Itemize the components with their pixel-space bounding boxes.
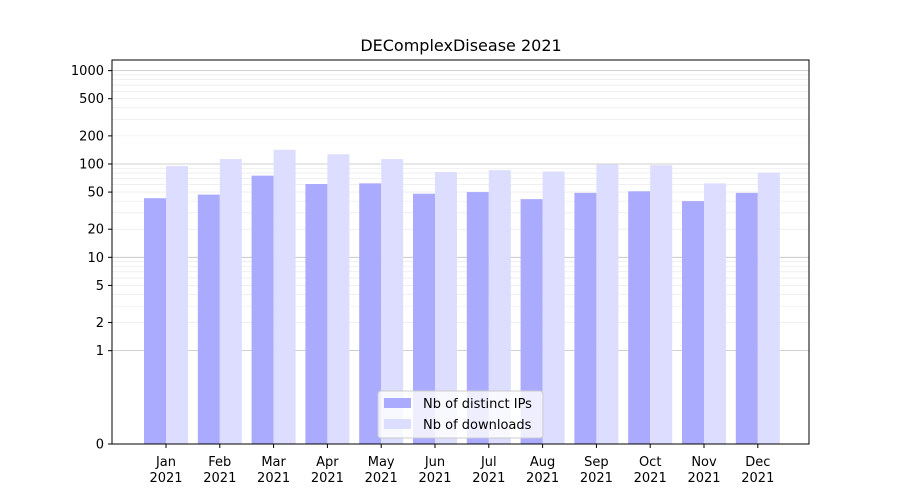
y-axis: 0 1 2 5 10 20 50 100 200 500 1000	[71, 64, 112, 453]
x-tick-label-month: Sep	[584, 455, 609, 470]
bar-downloads	[435, 172, 457, 444]
bar-downloads	[273, 149, 296, 444]
x-tick-label-year: 2021	[634, 471, 667, 486]
x-tick-label-year: 2021	[472, 471, 505, 486]
x-tick-label-month: May	[368, 455, 395, 470]
y-tick-label: 1000	[71, 64, 104, 79]
legend-label-downloads: Nb of downloads	[423, 418, 532, 433]
x-tick-label-month: Jan	[155, 455, 176, 470]
bar-distinct-ips	[682, 201, 704, 444]
bar-distinct-ips	[251, 175, 274, 444]
y-tick-label: 20	[87, 223, 104, 238]
bar-distinct-ips	[359, 183, 382, 444]
y-tick-label: 5	[96, 279, 104, 294]
y-tick-label: 0	[96, 438, 104, 453]
y-tick-label: 200	[79, 129, 104, 144]
bar-downloads	[219, 159, 242, 445]
bar-downloads	[166, 166, 188, 444]
bar-distinct-ips	[735, 192, 758, 444]
bar-downloads	[596, 164, 619, 445]
x-tick-label-month: Apr	[316, 455, 339, 470]
y-tick-label: 2	[96, 316, 104, 331]
bar-downloads	[704, 183, 726, 444]
x-axis: Jan2021Feb2021Mar2021Apr2021May2021Jun20…	[149, 444, 774, 486]
x-tick-label-year: 2021	[311, 471, 344, 486]
legend: Nb of distinct IPs Nb of downloads	[377, 390, 544, 439]
legend-swatch-distinct-ips	[384, 398, 411, 408]
bar-downloads	[488, 170, 511, 444]
x-tick-label-month: Mar	[261, 455, 286, 470]
bar-downloads	[650, 165, 673, 445]
x-tick-label-year: 2021	[149, 471, 182, 486]
x-tick-label-year: 2021	[418, 471, 451, 486]
x-tick-label-year: 2021	[257, 471, 290, 486]
bar-distinct-ips	[628, 191, 651, 444]
bar-distinct-ips	[305, 184, 328, 444]
y-tick-label: 100	[79, 157, 104, 172]
x-tick-label-month: Aug	[530, 455, 555, 470]
legend-box	[377, 390, 544, 439]
x-tick-label-year: 2021	[741, 471, 774, 486]
legend-swatch-downloads	[384, 419, 411, 429]
bar-downloads	[327, 154, 350, 445]
x-tick-label-month: Jun	[424, 455, 445, 470]
bar-downloads	[542, 171, 565, 445]
x-tick-label-month: Feb	[208, 455, 231, 470]
x-tick-label-year: 2021	[580, 471, 613, 486]
x-tick-label-year: 2021	[203, 471, 236, 486]
x-tick-label-year: 2021	[365, 471, 398, 486]
bar-downloads	[381, 159, 404, 445]
bar-distinct-ips	[413, 193, 435, 444]
bar-distinct-ips	[574, 192, 597, 444]
bar-distinct-ips	[197, 194, 220, 444]
x-tick-label-month: Dec	[745, 455, 770, 470]
bar-distinct-ips	[466, 192, 489, 444]
x-tick-label-month: Nov	[691, 455, 717, 470]
x-tick-label-year: 2021	[526, 471, 559, 486]
bars	[144, 149, 780, 445]
plot-frame	[111, 59, 810, 445]
y-tick-label: 50	[87, 186, 104, 201]
bar-distinct-ips	[144, 198, 166, 444]
legend-label-distinct-ips: Nb of distinct IPs	[423, 397, 532, 412]
y-tick-label: 500	[79, 92, 104, 107]
x-tick-label-month: Jul	[480, 455, 497, 470]
bar-downloads	[757, 172, 780, 445]
y-tick-label: 1	[96, 344, 104, 359]
y-tick-label: 10	[87, 251, 104, 266]
x-tick-label-year: 2021	[687, 471, 720, 486]
chart-title: DEComplexDisease 2021	[360, 36, 561, 55]
bar-distinct-ips	[520, 199, 543, 444]
x-tick-label-month: Oct	[639, 455, 661, 470]
